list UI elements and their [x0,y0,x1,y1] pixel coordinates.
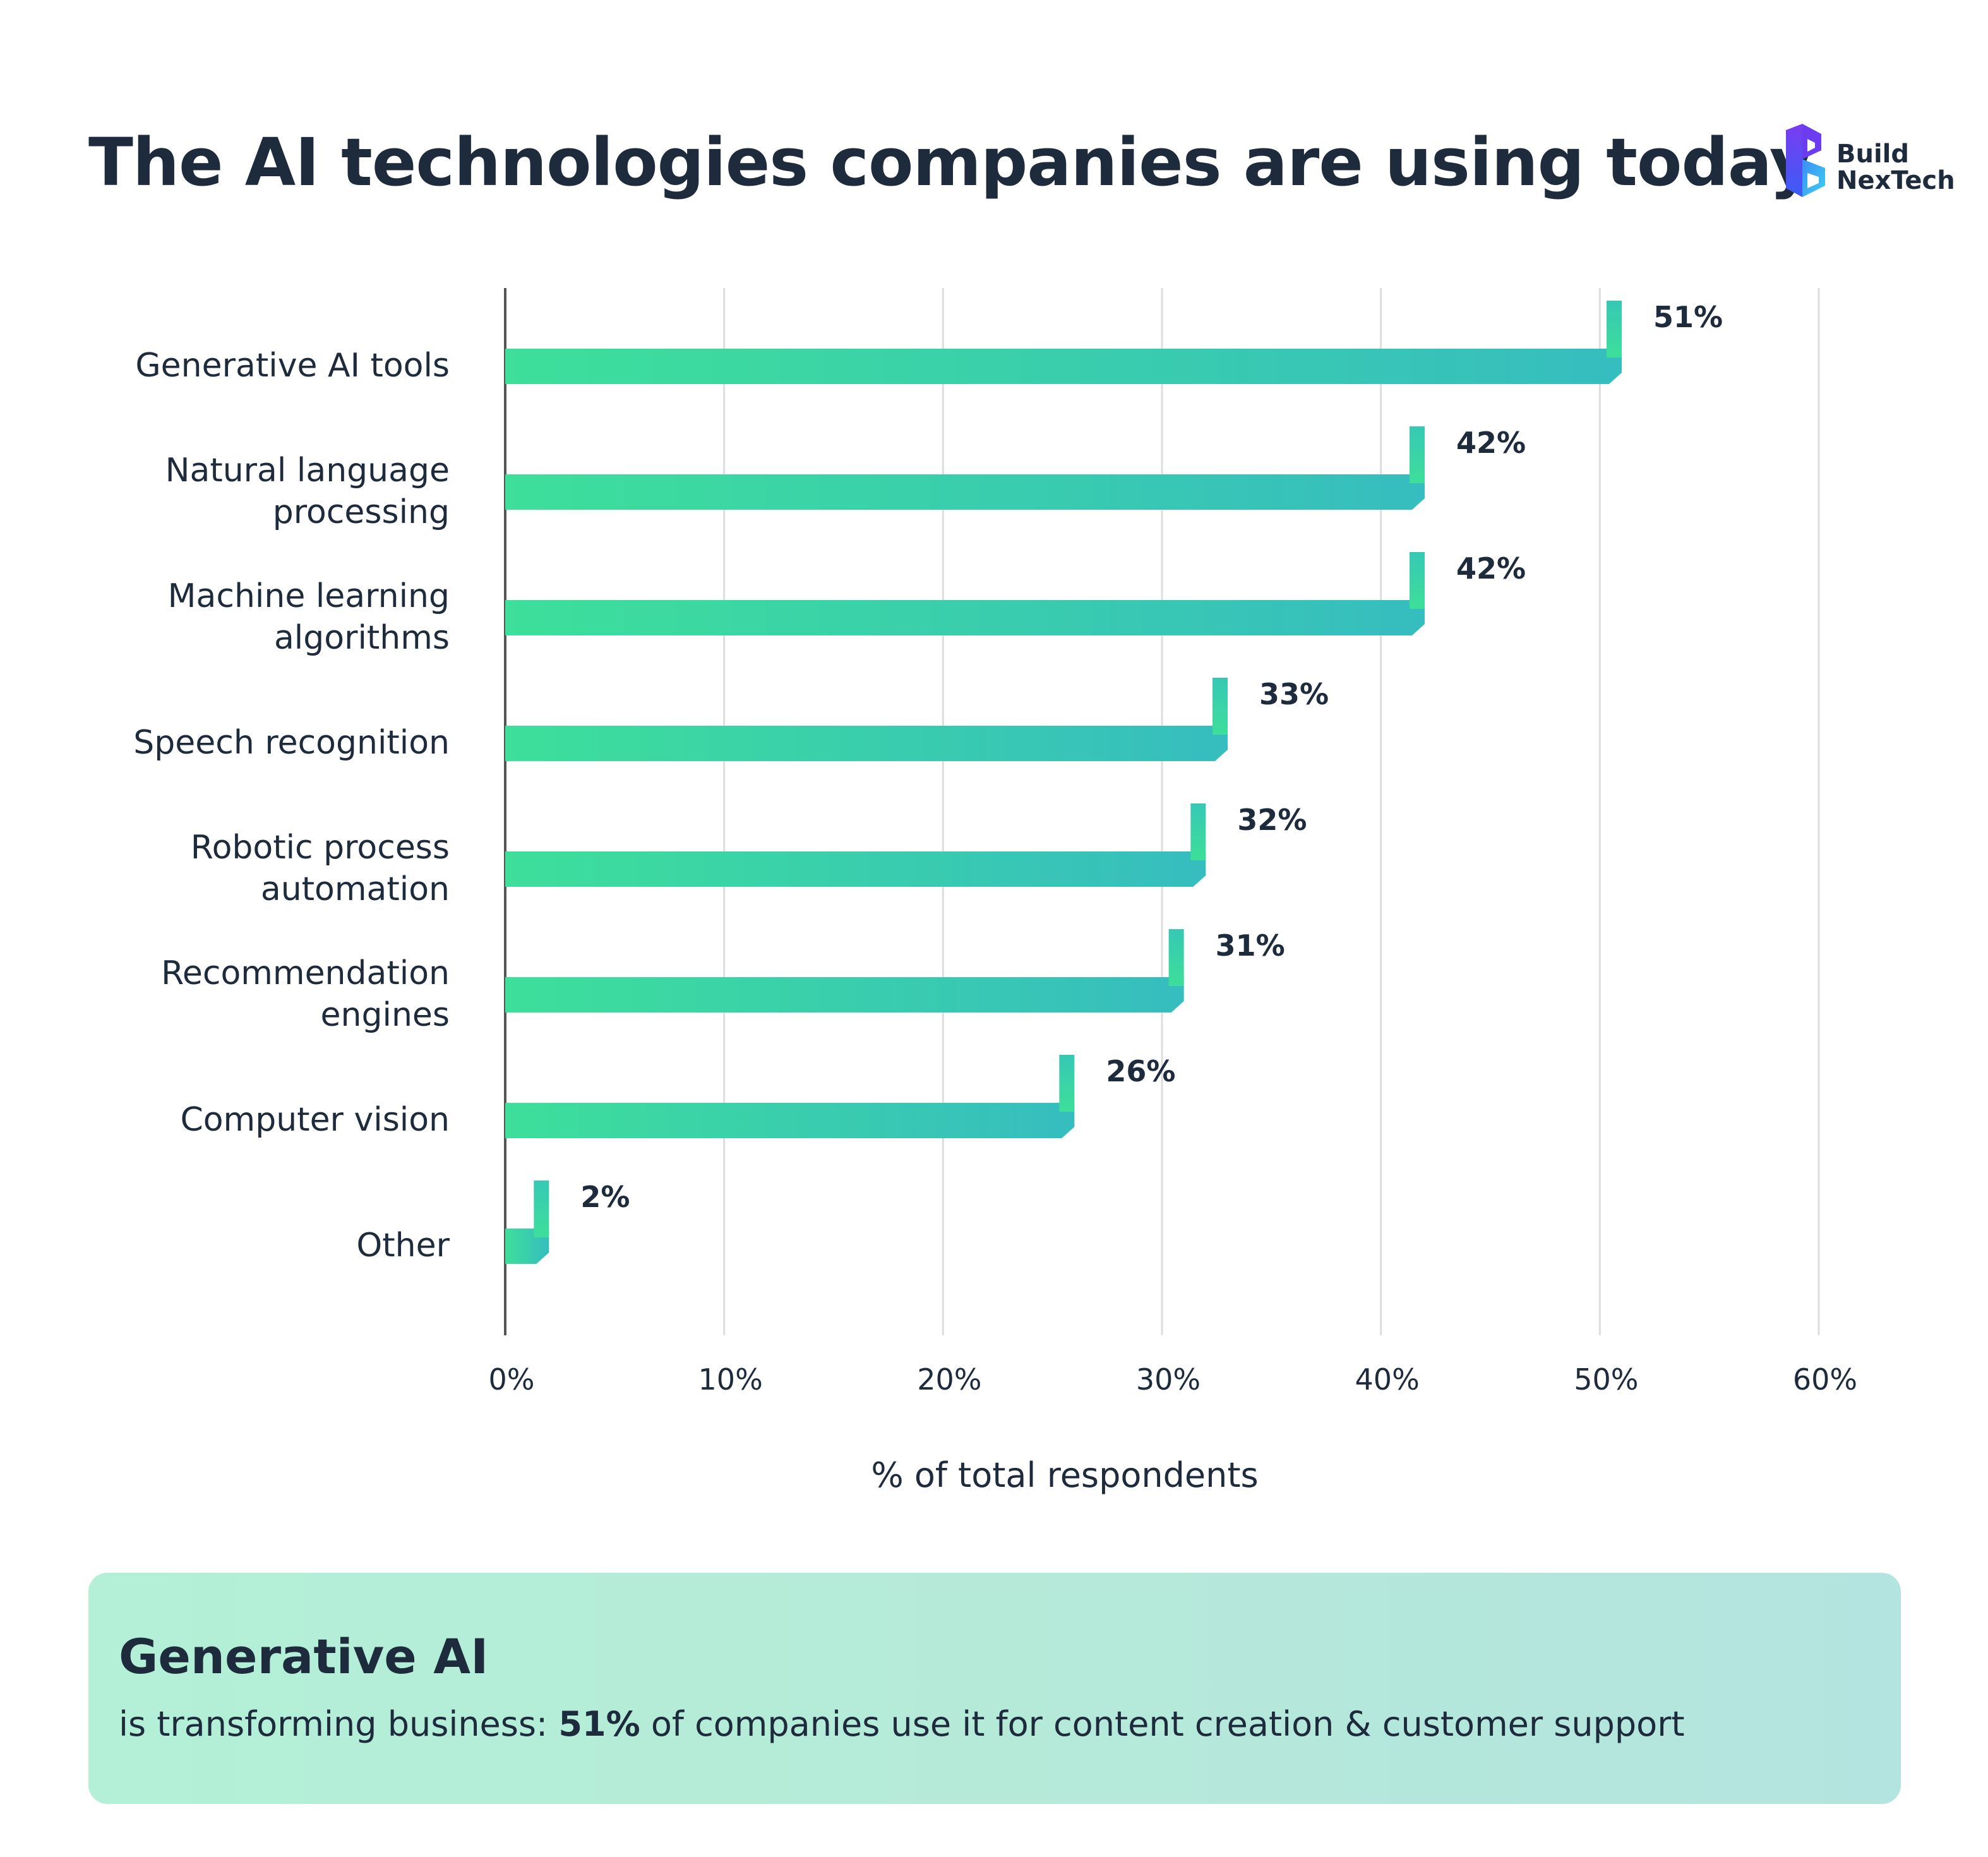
x-tick-label: 30% [1136,1362,1201,1397]
category-label: Speech recognition [133,724,450,762]
bar [505,600,1425,635]
bar-cap [1168,929,1184,986]
bar [505,726,1228,761]
x-tick-label: 20% [917,1362,981,1397]
logo-text-nextech: NexTech [1836,166,1955,195]
x-tick-label: 60% [1793,1362,1857,1397]
x-tick-label: 50% [1574,1362,1638,1397]
category-label: Robotic process automation [191,829,450,908]
insight-callout: Generative AI is transforming business: … [88,1573,1901,1804]
data-label: 42% [1456,551,1526,586]
category-label: Recommendation engines [161,954,450,1034]
bar-cap [1410,426,1425,483]
data-label: 42% [1456,426,1526,460]
bar [505,977,1184,1013]
callout-highlight: 51% [558,1704,640,1744]
bar-cap [1410,552,1425,609]
bar [505,851,1206,887]
category-label: Other [356,1227,450,1265]
b-cube-logo-icon [1786,124,1825,197]
data-label: 26% [1106,1054,1175,1088]
callout-body-suffix: of companies use it for content creation… [640,1704,1685,1744]
page-title: The AI technologies companies are using … [88,124,1812,201]
data-label: 33% [1259,677,1329,711]
callout-body-prefix: is transforming business: [119,1704,559,1744]
bar-chart: 51% Generative AI tools 42% Natural languag… [133,288,1857,1495]
bar-cap [1607,301,1622,358]
x-axis-title: % of total respondents [871,1455,1258,1495]
category-label: Natural language processing [165,452,450,531]
x-tick-label: 0% [489,1362,535,1397]
category-label: Generative AI tools [135,347,450,385]
x-tick-label: 40% [1355,1362,1420,1397]
callout-heading: Generative AI [119,1628,489,1685]
brand-logo: Build NexTech [1781,123,1958,205]
bar-cap [1190,803,1206,860]
callout-body: is transforming business: 51% of compani… [119,1704,1685,1744]
bar-cap [534,1181,549,1237]
data-label: 2% [580,1180,630,1214]
x-tick-label: 10% [698,1362,763,1397]
bar [505,349,1622,384]
bar-cap [1059,1055,1075,1112]
logo-text-build: Build [1836,140,1910,169]
data-label: 32% [1237,803,1307,837]
bar-cap [1213,678,1228,735]
data-label: 51% [1653,300,1723,334]
category-label: Computer vision [180,1101,450,1139]
bar [505,474,1425,510]
category-label: Machine learning algorithms [168,577,450,657]
data-label: 31% [1216,928,1285,963]
bar [505,1103,1075,1138]
